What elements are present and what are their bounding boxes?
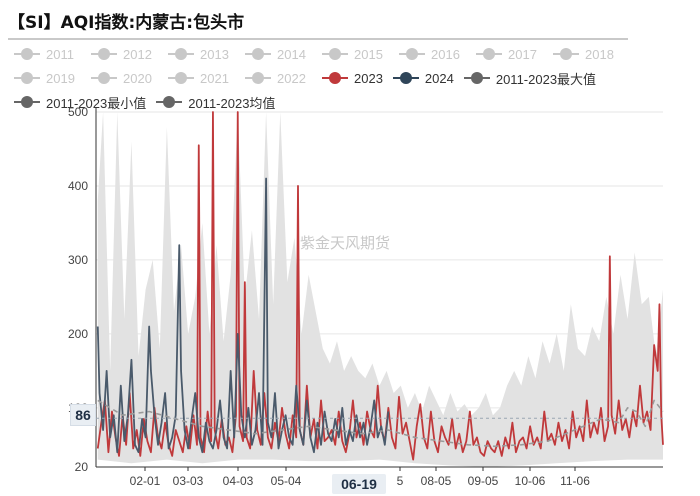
legend-item-2014[interactable]: 2014 bbox=[245, 44, 312, 64]
legend-label: 2011-2023均值 bbox=[188, 95, 276, 111]
x-tick-label: 10-06 bbox=[515, 474, 546, 488]
legend-label: 2012 bbox=[123, 46, 152, 62]
x-tick-label: 03-03 bbox=[173, 474, 204, 488]
legend-label: 2020 bbox=[123, 70, 152, 86]
legend-item-2011-2023最大值[interactable]: 2011-2023最大值 bbox=[463, 68, 597, 88]
legend-item-2013[interactable]: 2013 bbox=[168, 44, 235, 64]
legend-label: 2011-2023最大值 bbox=[495, 71, 597, 87]
legend-label: 2016 bbox=[431, 46, 460, 62]
legend-item-2011-2023最小值[interactable]: 2011-2023最小值 bbox=[14, 92, 146, 112]
x-tick-label: 02-01 bbox=[130, 474, 161, 488]
legend-symbol-icon bbox=[322, 47, 348, 61]
legend-item-2023[interactable]: 2023 bbox=[322, 68, 383, 88]
legend-item-2011-2023均值[interactable]: 2011-2023均值 bbox=[156, 92, 275, 112]
legend-item-2012[interactable]: 2012 bbox=[91, 44, 158, 64]
x-tick-label: 11-06 bbox=[560, 474, 590, 488]
legend-label: 2017 bbox=[508, 46, 537, 62]
chart-title: 【SI】AQI指数:内蒙古:包头市 bbox=[8, 13, 245, 33]
legend-label: 2023 bbox=[354, 70, 383, 86]
legend-label: 2024 bbox=[424, 70, 454, 86]
x-axis-pointer-label: 06-19 bbox=[332, 474, 386, 494]
legend-symbol-icon bbox=[91, 47, 117, 61]
legend-label: 2015 bbox=[354, 46, 383, 62]
legend-item-2017[interactable]: 2017 bbox=[476, 44, 543, 64]
x-tick-label: 05-04 bbox=[271, 474, 302, 488]
y-tick-label: 400 bbox=[68, 179, 88, 193]
legend-symbol-icon bbox=[463, 71, 490, 85]
legend-label: 2018 bbox=[585, 46, 614, 62]
series-line-2011-2023均值 bbox=[97, 399, 664, 448]
x-tick-label: 04-03 bbox=[223, 474, 254, 488]
legend-symbol-icon bbox=[168, 47, 194, 61]
legend-item-2021[interactable]: 2021 bbox=[168, 68, 235, 88]
y-axis-pointer-label: 86 bbox=[70, 404, 96, 426]
legend-symbol-icon bbox=[14, 47, 40, 61]
legend-item-2019[interactable]: 2019 bbox=[14, 68, 81, 88]
legend-symbol-icon bbox=[553, 47, 579, 61]
legend-item-2018[interactable]: 2018 bbox=[553, 44, 620, 64]
legend-symbol-icon bbox=[392, 71, 419, 85]
legend-symbol-icon bbox=[14, 71, 40, 85]
legend-label: 2022 bbox=[277, 70, 306, 86]
legend-symbol-icon bbox=[399, 47, 425, 61]
legend-symbol-icon bbox=[245, 71, 271, 85]
legend-label: 2014 bbox=[277, 46, 306, 62]
legend-symbol-icon bbox=[245, 47, 271, 61]
legend-label: 2011-2023最小值 bbox=[46, 95, 147, 111]
y-tick-label: 500 bbox=[68, 105, 88, 119]
y-tick-label: 300 bbox=[68, 253, 88, 267]
watermark: 紫金天风期货 bbox=[300, 234, 391, 252]
legend-label: 2011 bbox=[46, 46, 74, 62]
x-tick-label: 08-05 bbox=[421, 474, 452, 488]
legend-item-2024[interactable]: 2024 bbox=[392, 68, 454, 88]
legend-symbol-icon bbox=[476, 47, 502, 61]
series-line-2024 bbox=[96, 177, 390, 454]
x-tick-label: 09-05 bbox=[468, 474, 499, 488]
legend-symbol-icon bbox=[156, 95, 183, 109]
legend-item-2022[interactable]: 2022 bbox=[245, 68, 312, 88]
legend-label: 2021 bbox=[200, 70, 229, 86]
legend-symbol-icon bbox=[322, 71, 348, 85]
y-tick-label: 20 bbox=[75, 460, 89, 474]
legend-symbol-icon bbox=[91, 71, 117, 85]
legend-symbol-icon bbox=[168, 71, 194, 85]
x-tick-label: 5 bbox=[397, 474, 404, 488]
legend-item-2020[interactable]: 2020 bbox=[91, 68, 158, 88]
legend-label: 2019 bbox=[46, 70, 75, 86]
title-divider bbox=[8, 38, 628, 40]
legend-item-2016[interactable]: 2016 bbox=[399, 44, 466, 64]
chart-legend: 2011 2012 2013 2014 2015 2016 2017 2018 2019 2020… bbox=[14, 44, 686, 112]
y-tick-label: 200 bbox=[68, 327, 88, 341]
legend-symbol-icon bbox=[14, 95, 40, 109]
legend-label: 2013 bbox=[200, 46, 229, 62]
legend-item-2011[interactable]: 2011 bbox=[14, 44, 81, 64]
legend-item-2015[interactable]: 2015 bbox=[322, 44, 389, 64]
